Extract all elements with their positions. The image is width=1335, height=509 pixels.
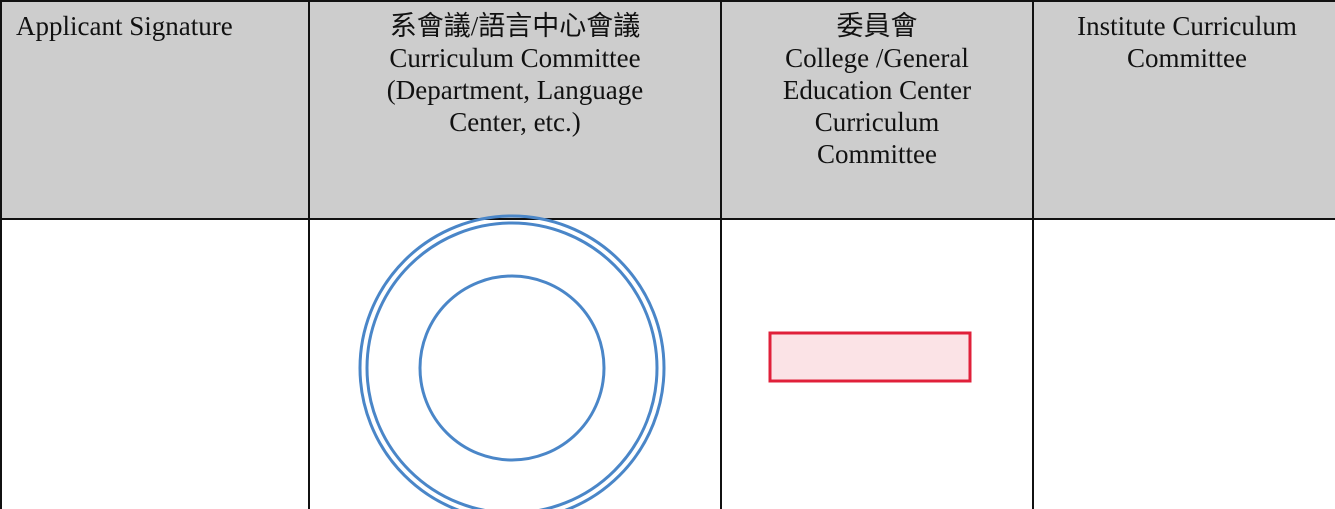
header-text: 委員會 College /General Education Center Curri…: [722, 10, 1032, 170]
header-line: Education Center: [782, 75, 972, 105]
header-cell: Institute Curriculum Committee: [1032, 0, 1335, 220]
header-text: 系會議/語言中心會議 Curriculum Committee (Departmen…: [310, 10, 720, 138]
body-cell: [0, 218, 310, 509]
body-cell: [1032, 218, 1335, 509]
header-line: Institute Curriculum: [1077, 11, 1297, 41]
header-line: 委員會: [836, 11, 918, 41]
header-line: Center, etc.): [449, 107, 581, 137]
header-text: Institute Curriculum Committee: [1034, 10, 1335, 74]
header-line: (Department, Language: [386, 75, 644, 105]
header-text: Applicant Signature: [16, 10, 308, 42]
round-stamp: [358, 214, 666, 509]
header-cell: 委員會 College /General Education Center Curri…: [720, 0, 1034, 220]
header-line: Applicant Signature: [16, 11, 233, 41]
header-line: Curriculum: [814, 107, 940, 137]
header-line: College /General: [785, 43, 969, 73]
header-cell: Applicant Signature: [0, 0, 310, 220]
header-line: Committee: [1127, 43, 1247, 73]
red-stamp: [768, 331, 972, 383]
header-line: Committee: [817, 139, 937, 169]
header-line: Curriculum Committee: [389, 43, 641, 73]
header-line: 系會議/語言中心會議: [389, 11, 641, 41]
